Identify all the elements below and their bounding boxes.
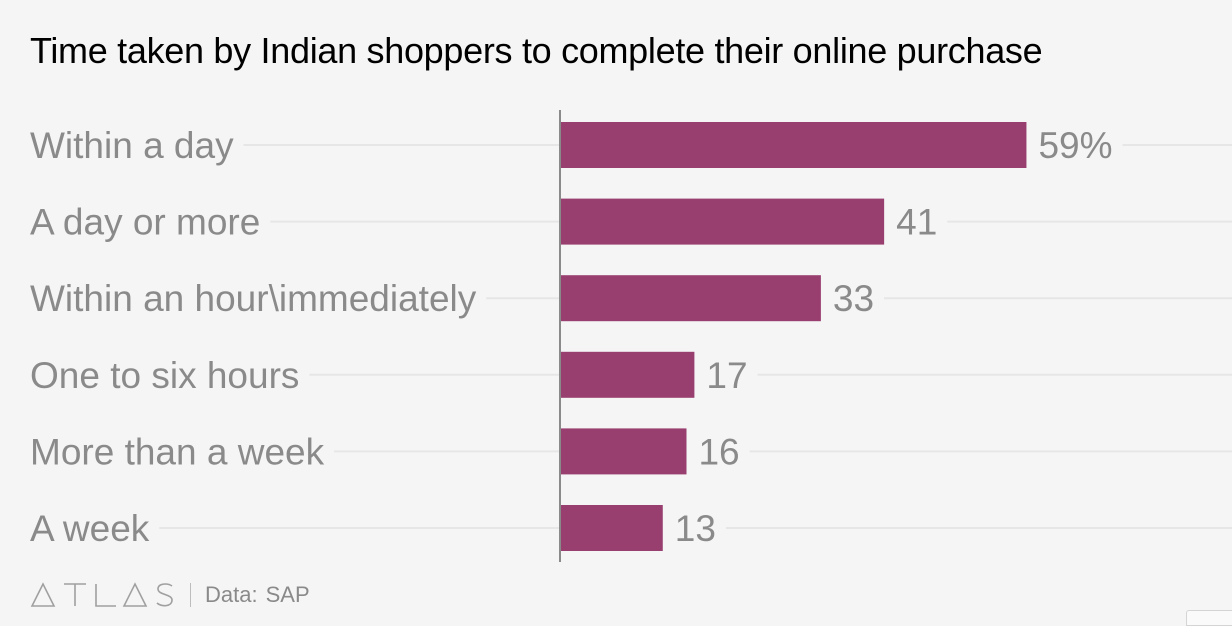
bar bbox=[560, 505, 663, 551]
atlas-logo bbox=[30, 582, 173, 607]
category-label: Within a day bbox=[30, 125, 234, 166]
category-label: More than a week bbox=[30, 431, 325, 472]
category-label: One to six hours bbox=[30, 355, 299, 396]
value-label: 33 bbox=[833, 278, 874, 319]
bar bbox=[560, 122, 1027, 168]
bar bbox=[560, 428, 687, 475]
bar-chart: Within a day 59% A day or more 41 Within an … bbox=[30, 110, 1232, 562]
value-label: 59% bbox=[1038, 125, 1112, 166]
value-label: 13 bbox=[675, 508, 716, 549]
category-label: Within an hour\immediately bbox=[30, 278, 477, 319]
value-label: 17 bbox=[706, 355, 747, 396]
category-label: A week bbox=[30, 508, 150, 549]
value-label: 41 bbox=[896, 202, 937, 243]
category-label: A day or more bbox=[30, 202, 260, 243]
bar bbox=[560, 351, 695, 398]
footer-separator bbox=[190, 583, 191, 607]
source-label: Data: bbox=[205, 582, 258, 607]
bar bbox=[560, 198, 885, 245]
chart-footer: Data: SAP bbox=[30, 580, 310, 610]
source-text: Data: SAP bbox=[205, 582, 310, 608]
bar bbox=[560, 275, 821, 322]
source-name: SAP bbox=[265, 582, 310, 607]
chart-title: Time taken by Indian shoppers to complet… bbox=[30, 30, 1043, 71]
value-label: 16 bbox=[698, 431, 739, 472]
